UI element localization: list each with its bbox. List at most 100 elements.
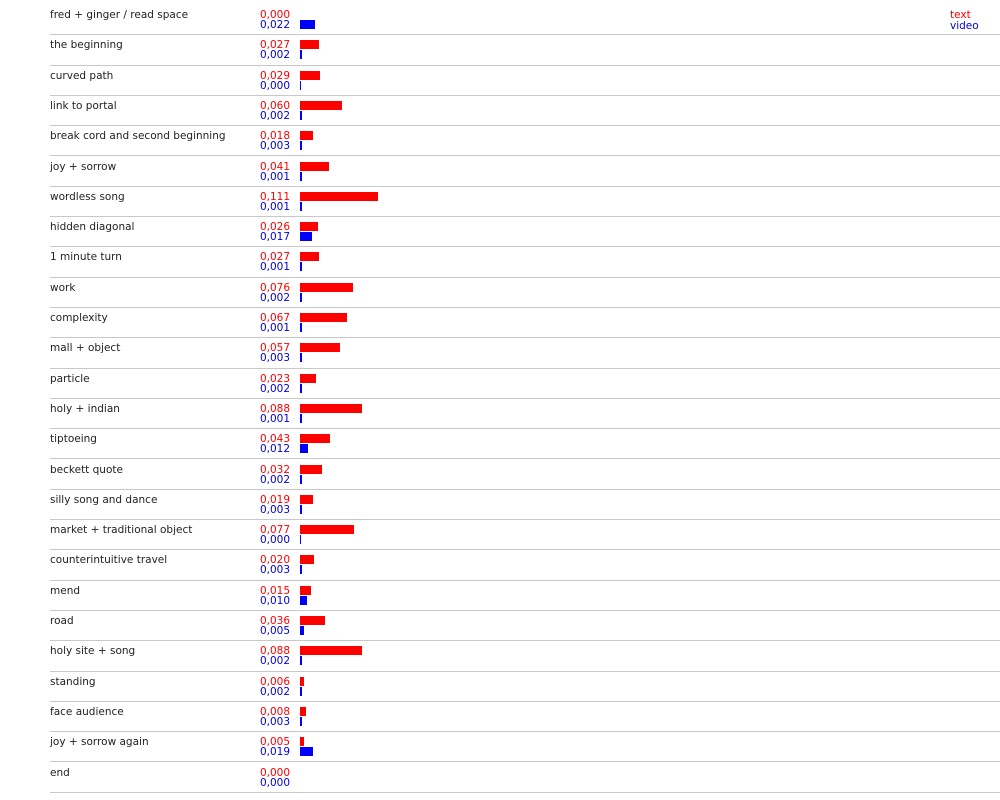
video-value-label: 0,000: [259, 534, 290, 547]
video-bar: [300, 383, 302, 393]
category-label: mend: [50, 584, 81, 597]
video-bar: [300, 262, 302, 272]
chart-row: wordless song 0,111 0,001: [50, 187, 1000, 218]
video-bar: [300, 686, 302, 696]
text-bar: [300, 585, 311, 595]
chart-row: tiptoeing 0,043 0,012: [50, 429, 1000, 460]
chart-row: mend 0,015 0,010: [50, 581, 1000, 611]
text-bar: [300, 282, 354, 292]
text-value-label: 0,032: [259, 463, 290, 476]
video-value-label: 0,003: [259, 564, 290, 577]
chart-row: holy site + song 0,088 0,002: [50, 641, 1000, 672]
text-value-label: 0,018: [259, 130, 290, 143]
video-bar: [300, 171, 302, 181]
video-value-label: 0,002: [259, 685, 290, 698]
chart-row: the beginning 0,027 0,002: [50, 35, 1000, 66]
video-value-label: 0,001: [259, 170, 290, 183]
category-label: the beginning: [50, 39, 123, 52]
chart-row: link to portal 0,060 0,002: [50, 96, 1000, 127]
category-label: standing: [50, 675, 96, 688]
chart-row: end 0,000 0,000: [50, 763, 1000, 793]
category-label: mall + object: [50, 342, 121, 355]
text-value-label: 0,076: [259, 281, 290, 294]
text-bar: [300, 313, 348, 322]
text-value-label: 0,027: [259, 251, 290, 264]
text-value-label: 0,043: [259, 433, 290, 446]
text-bar: [300, 676, 305, 686]
category-label: end: [50, 766, 70, 779]
text-bar: [300, 252, 319, 262]
video-bar: [300, 20, 316, 29]
text-bar: [300, 100, 343, 110]
chart-row: silly song and dance 0,019 0,003: [50, 490, 1000, 521]
text-bar: [300, 737, 304, 747]
category-label: joy + sorrow again: [50, 736, 149, 749]
video-value-label: 0,010: [259, 594, 290, 607]
text-value-label: 0,006: [259, 675, 290, 688]
video-bar: [300, 201, 302, 211]
chart-row: work 0,076 0,002: [50, 278, 1000, 308]
video-bar: [300, 444, 309, 454]
category-label: work: [50, 281, 76, 294]
text-bar: [300, 646, 362, 656]
text-bar: [300, 403, 362, 413]
category-label: tiptoeing: [50, 433, 97, 446]
text-value-label: 0,060: [259, 99, 290, 112]
chart-row: standing 0,006 0,002: [50, 672, 1000, 702]
chart-row: hidden diagonal 0,026 0,017: [50, 217, 1000, 248]
text-bar: [300, 555, 315, 565]
video-value-label: 0,001: [259, 200, 290, 213]
text-bar: [300, 464, 323, 474]
category-label: complexity: [50, 312, 108, 324]
video-bar: [300, 292, 302, 302]
text-value-label: 0,041: [259, 160, 290, 173]
video-bar: [300, 656, 302, 666]
text-value-label: 0,067: [259, 312, 290, 324]
video-bar: [300, 747, 314, 757]
chart-row: face audience 0,008 0,003: [50, 702, 1000, 733]
text-bar: [300, 161, 329, 171]
category-label: link to portal: [50, 99, 117, 112]
category-label: road: [50, 615, 74, 627]
text-bar: [300, 373, 317, 383]
text-value-label: 0,000: [259, 9, 290, 21]
text-value-label: 0,029: [259, 69, 290, 82]
text-value-label: 0,005: [259, 736, 290, 749]
category-label: break cord and second beginning: [50, 130, 226, 143]
text-bar: [300, 222, 319, 232]
video-value-label: 0,002: [259, 473, 290, 486]
text-bar: [300, 191, 378, 201]
chart-row: complexity 0,067 0,001: [50, 308, 1000, 339]
category-label: market + traditional object: [50, 524, 193, 537]
text-bar: [300, 40, 319, 50]
chart-row: joy + sorrow again 0,005 0,019: [50, 732, 1000, 763]
video-value-label: 0,003: [259, 503, 290, 516]
chart-row: counterintuitive travel 0,020 0,003: [50, 550, 1000, 581]
video-value-label: 0,001: [259, 261, 290, 274]
legend-text: text: [950, 9, 971, 21]
text-value-label: 0,088: [259, 645, 290, 658]
text-bar: [300, 343, 341, 353]
category-label: holy site + song: [50, 645, 136, 658]
chart-row: break cord and second beginning 0,018 0,00…: [50, 126, 1000, 157]
text-bar: [300, 434, 331, 444]
text-bar: [300, 131, 313, 141]
category-label: holy + indian: [50, 402, 120, 415]
video-bar: [300, 80, 301, 90]
video-value-label: 0,000: [259, 79, 290, 92]
video-bar: [300, 110, 302, 120]
category-label: hidden diagonal: [50, 221, 135, 234]
video-bar: [300, 504, 303, 514]
category-label: curved path: [50, 69, 114, 82]
chart-row: particle 0,023 0,002: [50, 369, 1000, 399]
chart-row: joy + sorrow 0,041 0,001: [50, 157, 1000, 187]
text-value-label: 0,111: [259, 190, 290, 203]
category-label: particle: [50, 372, 90, 385]
text-value-label: 0,057: [259, 342, 290, 355]
category-label: fred + ginger / read space: [50, 9, 189, 21]
video-bar: [300, 413, 302, 423]
video-value-label: 0,003: [259, 715, 290, 728]
text-value-label: 0,023: [259, 372, 290, 385]
video-value-label: 0,001: [259, 322, 290, 334]
